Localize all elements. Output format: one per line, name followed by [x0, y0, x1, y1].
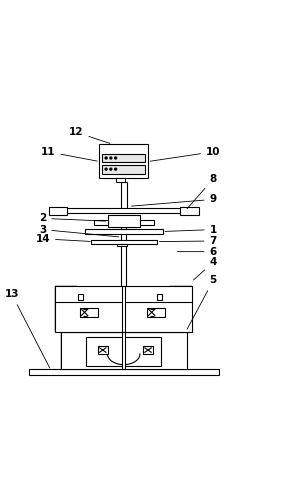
- Circle shape: [114, 167, 117, 171]
- Bar: [170, 286, 192, 331]
- Bar: [98, 347, 108, 354]
- Bar: [102, 164, 145, 174]
- Bar: [49, 207, 67, 215]
- Bar: [116, 178, 125, 182]
- Bar: [143, 347, 153, 354]
- Bar: [147, 307, 165, 317]
- Text: 9: 9: [132, 194, 217, 206]
- Circle shape: [114, 156, 117, 160]
- Text: 13: 13: [4, 289, 50, 368]
- Bar: [117, 244, 126, 246]
- Circle shape: [109, 156, 112, 160]
- Circle shape: [105, 156, 108, 160]
- Bar: [99, 144, 148, 178]
- Bar: [55, 286, 192, 331]
- Bar: [122, 286, 125, 331]
- Bar: [55, 286, 77, 331]
- Bar: [102, 154, 145, 163]
- Bar: [61, 332, 81, 369]
- Bar: [94, 220, 108, 224]
- Text: 6: 6: [177, 246, 217, 257]
- Text: 10: 10: [150, 147, 221, 161]
- Bar: [78, 294, 83, 300]
- Bar: [121, 227, 126, 286]
- Bar: [121, 182, 127, 212]
- Text: 7: 7: [160, 236, 217, 246]
- Text: 14: 14: [35, 234, 90, 244]
- Text: 11: 11: [41, 147, 97, 161]
- Bar: [167, 332, 187, 369]
- Circle shape: [105, 167, 108, 171]
- Text: 1: 1: [165, 224, 217, 235]
- Bar: [108, 215, 140, 227]
- Text: 3: 3: [39, 224, 119, 237]
- Text: 5: 5: [187, 275, 217, 329]
- Circle shape: [109, 167, 112, 171]
- Bar: [140, 220, 154, 224]
- Text: 4: 4: [193, 257, 217, 280]
- Text: 8: 8: [187, 174, 217, 209]
- Bar: [61, 332, 187, 369]
- Bar: [91, 240, 157, 244]
- Text: 2: 2: [39, 214, 106, 223]
- Bar: [80, 307, 98, 317]
- Bar: [86, 337, 162, 366]
- Bar: [61, 208, 187, 213]
- Text: 12: 12: [69, 127, 110, 143]
- Bar: [180, 207, 199, 215]
- Bar: [85, 229, 163, 234]
- Bar: [122, 331, 125, 369]
- Bar: [29, 369, 219, 375]
- Bar: [157, 294, 162, 300]
